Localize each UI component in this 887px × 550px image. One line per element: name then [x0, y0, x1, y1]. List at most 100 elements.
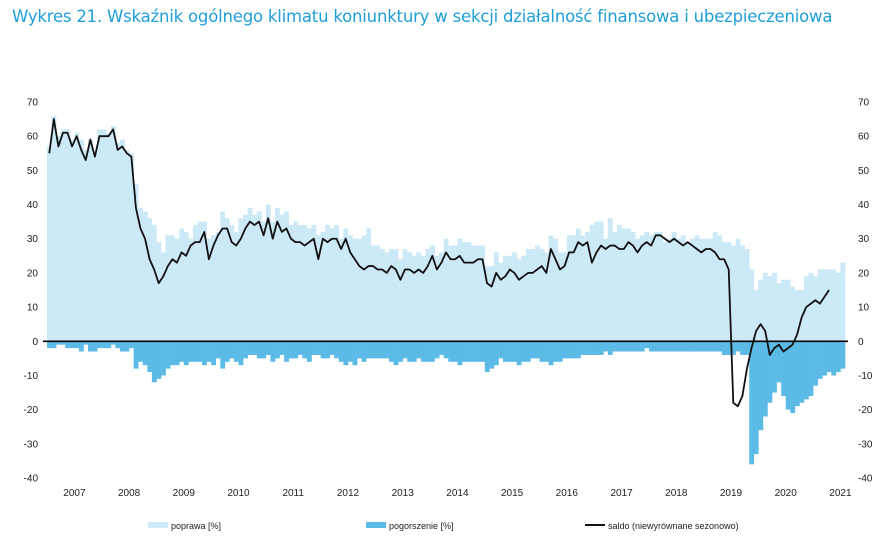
- pogorszenie-bar: [603, 341, 609, 352]
- pogorszenie-bar: [284, 341, 289, 362]
- poprawa-bar: [347, 235, 353, 342]
- poprawa-bar: [101, 129, 107, 342]
- poprawa-bar: [352, 238, 358, 342]
- poprawa-bar: [776, 283, 782, 342]
- poprawa-bar: [51, 115, 57, 342]
- poprawa-bar: [165, 235, 171, 342]
- pogorszenie-bar: [776, 341, 782, 383]
- pogorszenie-bar: [188, 341, 194, 362]
- pogorszenie-bar: [92, 341, 98, 352]
- poprawa-bar: [288, 225, 294, 342]
- pogorszenie-bar: [220, 341, 226, 369]
- poprawa-bar: [215, 231, 221, 342]
- poprawa-bar: [712, 231, 718, 342]
- pogorszenie-bar: [767, 341, 773, 403]
- poprawa-bar: [589, 225, 595, 342]
- poprawa-bar: [270, 221, 276, 342]
- pogorszenie-bar: [480, 341, 486, 362]
- pogorszenie-bar: [83, 341, 89, 345]
- pogorszenie-bar: [762, 341, 768, 417]
- poprawa-bar: [170, 235, 175, 342]
- y-tick-label-left: 10: [27, 303, 39, 314]
- poprawa-bar: [507, 255, 513, 342]
- pogorszenie-bar: [667, 341, 673, 352]
- poprawa-bar: [484, 266, 490, 342]
- poprawa-bar: [97, 129, 103, 342]
- pogorszenie-bar: [461, 341, 467, 362]
- poprawa-bar: [183, 231, 189, 342]
- pogorszenie-bar: [835, 341, 841, 373]
- poprawa-bar: [662, 242, 668, 342]
- y-tick-label-right: -10: [858, 371, 873, 382]
- legend: poprawa [%] pogorszenie [%] saldo (niewy…: [148, 521, 739, 531]
- pogorszenie-bar: [133, 341, 139, 369]
- pogorszenie-bar: [594, 341, 600, 355]
- pogorszenie-bar: [347, 341, 353, 362]
- pogorszenie-bar: [425, 341, 431, 362]
- pogorszenie-bar: [183, 341, 189, 366]
- poprawa-bar: [457, 238, 463, 342]
- x-tick-label: 2009: [173, 488, 196, 499]
- pogorszenie-bar: [265, 341, 271, 355]
- poprawa-bar: [516, 259, 522, 342]
- poprawa-bar: [685, 242, 691, 342]
- poprawa-bar: [471, 245, 476, 342]
- pogorszenie-bar: [822, 341, 828, 376]
- pogorszenie-bar: [694, 341, 700, 352]
- x-tick-label: 2021: [829, 488, 852, 499]
- pogorszenie-bar: [88, 341, 93, 352]
- pogorszenie-bar: [411, 341, 417, 362]
- pogorszenie-bar: [553, 341, 559, 362]
- pogorszenie-bar: [575, 341, 581, 359]
- pogorszenie-bar: [717, 341, 723, 352]
- poprawa-bar: [699, 238, 704, 342]
- poprawa-bar: [243, 214, 248, 342]
- pogorszenie-bar: [653, 341, 659, 352]
- pogorszenie-bar: [466, 341, 472, 362]
- x-tick-label: 2012: [337, 488, 360, 499]
- saldo-line-group: [48, 118, 830, 408]
- poprawa-bar: [648, 235, 654, 342]
- pogorszenie-bar: [621, 341, 627, 352]
- pogorszenie-bar: [402, 341, 408, 359]
- pogorszenie-bar: [794, 341, 800, 407]
- poprawa-bar: [247, 207, 253, 342]
- poprawa-bar: [261, 221, 267, 342]
- pogorszenie-bar: [644, 341, 650, 349]
- poprawa-bar: [238, 218, 244, 342]
- poprawa-bar: [284, 211, 289, 342]
- legend-label-pogorszenie: pogorszenie [%]: [389, 521, 454, 531]
- poprawa-bar: [667, 238, 673, 342]
- chart-title: Wykres 21. Wskaźnik ogólnego klimatu kon…: [12, 7, 833, 26]
- y-tick-label-left: 60: [27, 132, 39, 143]
- poprawa-bar: [119, 139, 125, 342]
- poprawa-bar: [475, 245, 481, 342]
- pogorszenie-bar: [398, 341, 403, 362]
- pogorszenie-bar: [457, 341, 463, 366]
- pogorszenie-bar: [51, 341, 57, 349]
- poprawa-bar: [553, 238, 559, 342]
- poprawa-bar: [452, 245, 458, 342]
- poprawa-bar: [439, 252, 445, 342]
- poprawa-bar: [229, 225, 235, 342]
- pogorszenie-bar: [151, 341, 157, 383]
- y-tick-label-right: 10: [858, 303, 870, 314]
- poprawa-bar: [493, 252, 499, 342]
- pogorszenie-bar: [557, 341, 563, 362]
- pogorszenie-bar: [366, 341, 372, 359]
- poprawa-bar: [639, 235, 645, 342]
- poprawa-bar: [717, 235, 723, 342]
- pogorszenie-bar: [129, 341, 134, 349]
- pogorszenie-bar: [452, 341, 458, 362]
- pogorszenie-bar: [831, 341, 837, 376]
- y-tick-label-right: -20: [858, 405, 873, 416]
- y-tick-label-right: 0: [858, 337, 864, 348]
- poprawa-bar: [220, 211, 226, 342]
- pogorszenie-bar: [703, 341, 709, 352]
- poprawa-bar: [753, 290, 759, 342]
- pogorszenie-bars: [47, 341, 846, 465]
- x-tick-label: 2010: [227, 488, 250, 499]
- pogorszenie-bar: [170, 341, 175, 366]
- poprawa-bar: [316, 235, 321, 342]
- poprawa-bar: [658, 231, 663, 342]
